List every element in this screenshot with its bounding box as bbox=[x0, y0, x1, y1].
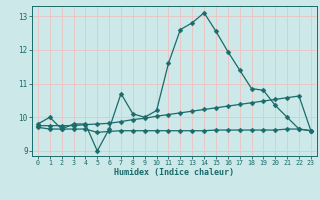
X-axis label: Humidex (Indice chaleur): Humidex (Indice chaleur) bbox=[115, 168, 234, 177]
